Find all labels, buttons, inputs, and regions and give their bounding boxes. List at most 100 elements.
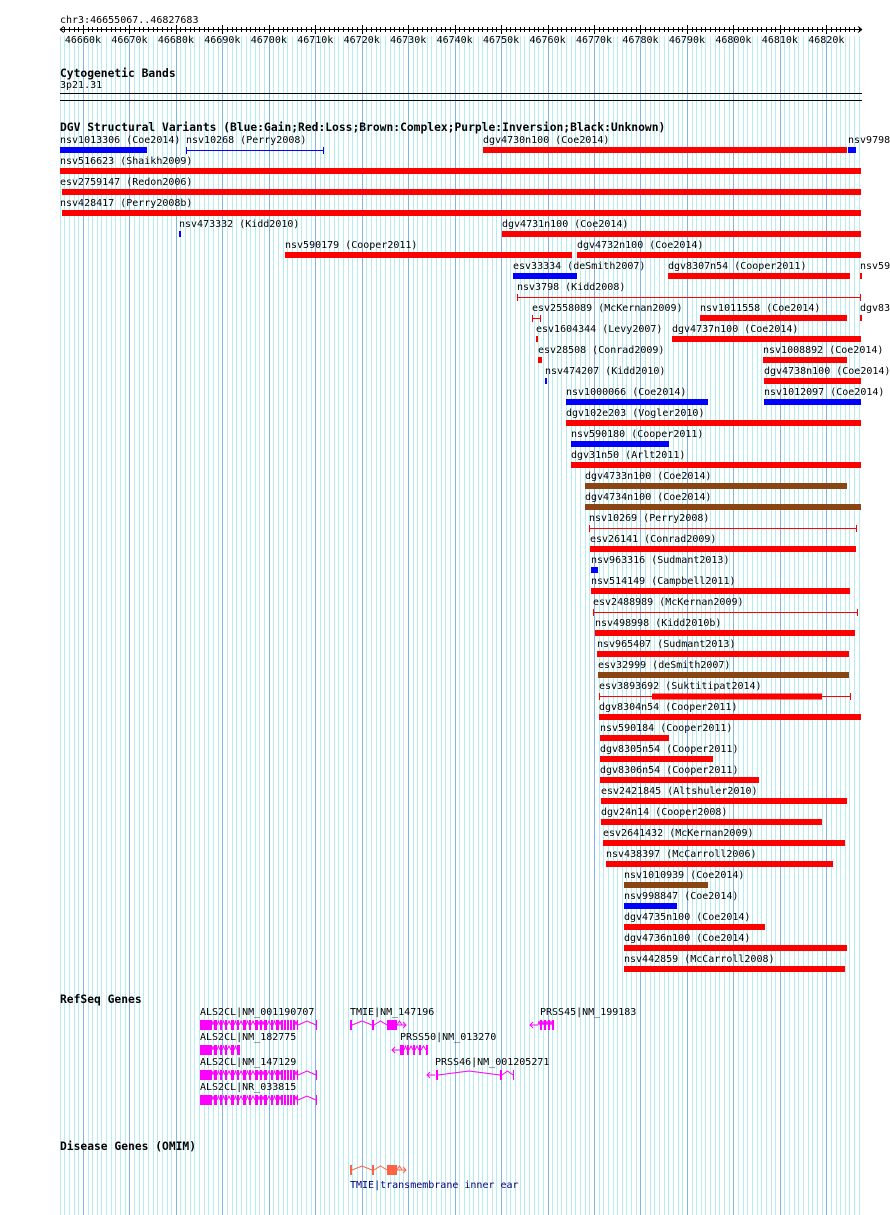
- variant-bar[interactable]: [538, 357, 542, 363]
- variant-label: nsv590184 (Cooper2011): [600, 723, 733, 734]
- exon: [260, 1070, 262, 1080]
- exon: [372, 1020, 374, 1030]
- variant-label: esv2488989 (McKernan2009): [593, 597, 744, 608]
- exon: [293, 1020, 295, 1030]
- variant-bar[interactable]: [566, 420, 861, 426]
- variant-interval[interactable]: [0, 609, 890, 617]
- variant-bar[interactable]: [62, 210, 861, 216]
- exon: [220, 1020, 222, 1030]
- variant-bar[interactable]: [591, 567, 598, 573]
- dgv-track-title[interactable]: DGV Structural Variants (Blue:Gain;Red:L…: [60, 121, 666, 134]
- variant-bar[interactable]: [483, 147, 847, 153]
- variant-bar[interactable]: [599, 714, 861, 720]
- variant-bar[interactable]: [603, 840, 845, 846]
- ruler-tick-label: 46810k: [761, 35, 798, 46]
- variant-bar[interactable]: [536, 336, 538, 342]
- variant-bar[interactable]: [585, 483, 847, 489]
- variant-bar[interactable]: [624, 966, 845, 972]
- exon: [243, 1095, 246, 1105]
- refseq-track-title[interactable]: RefSeq Genes: [60, 993, 142, 1006]
- variant-interval[interactable]: [0, 294, 890, 302]
- variant-interval[interactable]: [0, 315, 890, 323]
- variant-label: nsv1008892 (Coe2014): [763, 345, 884, 356]
- variant-bar[interactable]: [600, 756, 713, 762]
- variant-bar[interactable]: [624, 945, 847, 951]
- variant-bar[interactable]: [598, 672, 849, 678]
- exon: [540, 1020, 542, 1030]
- variant-bar[interactable]: [577, 252, 861, 258]
- variant-interval[interactable]: [0, 693, 890, 701]
- gene-label: ALS2CL|NM_147129: [200, 1057, 297, 1068]
- variant-bar[interactable]: [502, 231, 861, 237]
- variant-bar[interactable]: [60, 147, 147, 153]
- variant-bar[interactable]: [571, 441, 669, 447]
- variant-bar[interactable]: [595, 630, 855, 636]
- variant-label: esv1604344 (Levy2007): [536, 324, 663, 335]
- variant-bar[interactable]: [600, 735, 669, 741]
- variant-bar[interactable]: [60, 168, 861, 174]
- cytoband-track-title[interactable]: Cytogenetic Bands: [60, 67, 176, 80]
- variant-bar[interactable]: [624, 882, 708, 888]
- variant-label: nsv9798: [848, 135, 890, 146]
- variant-bar[interactable]: [285, 252, 572, 258]
- gene-glyph[interactable]: [0, 1094, 890, 1106]
- variant-bar[interactable]: [571, 462, 861, 468]
- divider: [60, 100, 862, 101]
- variant-bar[interactable]: [764, 378, 861, 384]
- variant-bar[interactable]: [597, 651, 849, 657]
- variant-bar[interactable]: [591, 588, 850, 594]
- variant-label: dgv31n50 (Arlt2011): [571, 450, 686, 461]
- variant-interval[interactable]: [0, 147, 890, 155]
- variant-bar[interactable]: [764, 399, 861, 405]
- variant-bar[interactable]: [606, 861, 833, 867]
- exon: [271, 1070, 273, 1080]
- exon: [287, 1020, 289, 1030]
- exon: [264, 1020, 267, 1030]
- exon: [284, 1095, 286, 1105]
- variant-label: dgv4738n100 (Coe2014): [764, 366, 890, 377]
- variant-bar[interactable]: [848, 147, 856, 153]
- variant-label: nsv10268 (Perry2008): [186, 135, 307, 146]
- gene-glyph[interactable]: [0, 1044, 890, 1056]
- variant-bar[interactable]: [566, 399, 708, 405]
- variant-bar[interactable]: [179, 231, 181, 237]
- variant-bar[interactable]: [860, 315, 862, 321]
- variant-bar[interactable]: [700, 315, 847, 321]
- variant-label: nsv998847 (Coe2014): [624, 891, 739, 902]
- variant-bar[interactable]: [590, 546, 856, 552]
- gene-glyph[interactable]: [0, 1044, 890, 1056]
- variant-bar[interactable]: [624, 903, 677, 909]
- variant-bar[interactable]: [62, 189, 861, 195]
- variant-bar[interactable]: [860, 273, 862, 279]
- variant-label: nsv1013306 (Coe2014): [60, 135, 181, 146]
- variant-bar[interactable]: [601, 819, 822, 825]
- omim-track-title[interactable]: Disease Genes (OMIM): [60, 1140, 197, 1153]
- variant-bar[interactable]: [624, 924, 765, 930]
- variant-bar[interactable]: [545, 378, 547, 384]
- variant-label: dgv8307n54 (Cooper2011): [668, 261, 807, 272]
- variant-bar[interactable]: [585, 504, 861, 510]
- variant-bar[interactable]: [513, 273, 577, 279]
- gene-glyph[interactable]: [0, 1069, 890, 1081]
- gene-label: PRSS46|NM_001205271: [435, 1057, 550, 1068]
- gene-label: ALS2CL|NR_033815: [200, 1082, 297, 1093]
- variant-bar[interactable]: [763, 357, 847, 363]
- variant-bar[interactable]: [672, 336, 861, 342]
- exon: [276, 1095, 279, 1105]
- gene-label: TMIE|NM_147196: [350, 1007, 435, 1018]
- gene-glyph[interactable]: [0, 1019, 890, 1031]
- variant-bar[interactable]: [600, 777, 759, 783]
- variant-bar[interactable]: [601, 798, 847, 804]
- ruler-tick-label: 46790k: [668, 35, 705, 46]
- variant-interval[interactable]: [0, 525, 890, 533]
- exon: [225, 1045, 227, 1055]
- gene-glyph[interactable]: [0, 1019, 890, 1031]
- exon: [260, 1020, 262, 1030]
- variant-label: esv33334 (deSmith2007): [513, 261, 646, 272]
- variant-label: dgv8304n54 (Cooper2011): [599, 702, 738, 713]
- exon: [231, 1095, 234, 1105]
- gene-glyph[interactable]: [0, 1069, 890, 1081]
- gene-glyph[interactable]: [0, 1019, 890, 1031]
- gene-glyph[interactable]: [0, 1164, 890, 1176]
- variant-bar[interactable]: [668, 273, 850, 279]
